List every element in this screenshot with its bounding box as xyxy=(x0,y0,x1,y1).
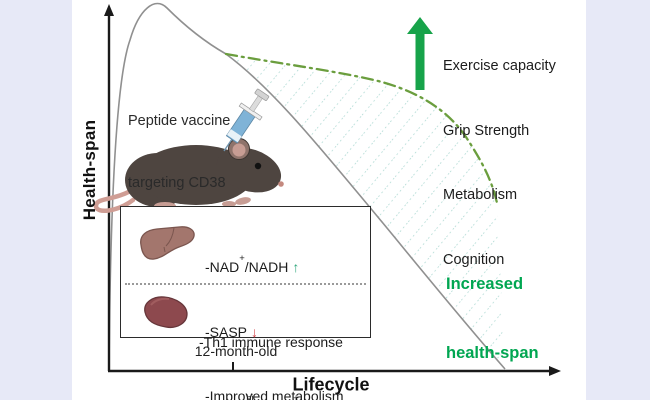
benefits-list: Exercise capacity Grip Strength Metaboli… xyxy=(443,13,556,314)
mouse-tail xyxy=(93,185,139,214)
spleen-icon xyxy=(144,296,188,329)
x-axis xyxy=(108,362,561,376)
mouse-head xyxy=(216,147,282,193)
vaccine-callout-line1: Peptide vaccine xyxy=(128,113,231,129)
metabolic-effects-text: -NAD+/NADH ↑ -SASP ↓ -Improved metabolism xyxy=(205,214,344,400)
info-box-divider xyxy=(125,283,366,285)
lifespan-curve xyxy=(108,2,506,372)
y-axis xyxy=(104,4,114,371)
benefit-up-arrow-icon xyxy=(407,17,433,90)
mouse-illustration xyxy=(93,138,284,214)
down-arrow-icon: ↓ xyxy=(331,399,342,400)
effect-line: -CD11bhi CD38+ cells↓ xyxy=(199,394,343,400)
up-arrow-icon: ↑ xyxy=(292,259,300,275)
mouse-inner-ear xyxy=(232,143,246,157)
x-axis-arrow-icon xyxy=(549,366,561,376)
increased-healthspan-label: Increased health-span xyxy=(446,227,539,400)
increased-healthspan-hatch-area xyxy=(226,54,505,369)
effect-line: -Improved metabolism xyxy=(205,388,344,400)
effects-info-box: -NAD+/NADH ↑ -SASP ↓ -Improved metabolism … xyxy=(120,206,371,400)
increased-healthspan-line1: Increased xyxy=(446,275,524,293)
mouse-nose xyxy=(278,181,284,187)
syringe-icon xyxy=(223,88,270,152)
benefit-item: Grip Strength xyxy=(443,122,530,139)
benefit-item: Metabolism xyxy=(443,187,518,203)
healthspan-curve xyxy=(224,52,499,205)
mouse-eye xyxy=(254,162,262,170)
mouse-front-paw xyxy=(235,197,251,205)
x-axis-label: Lifecycle xyxy=(292,374,370,395)
mouse-front-paw-2 xyxy=(222,201,236,207)
effect-line: -Th1 immune response xyxy=(199,334,343,350)
increased-healthspan-line2: health-span xyxy=(446,344,539,362)
down-arrow-icon: ↓ xyxy=(251,323,259,340)
y-axis-arrow-icon xyxy=(104,4,114,16)
vaccine-callout: Peptide vaccine targeting CD38 xyxy=(128,70,230,234)
immune-effects-text: -Th1 immune response -CD11bhi CD38+ cell… xyxy=(199,289,343,400)
effect-line: -SASP ↓ xyxy=(205,323,259,340)
y-axis-label: Health-span xyxy=(80,119,99,221)
benefit-item: Exercise capacity xyxy=(443,58,556,74)
liver-icon xyxy=(140,226,195,260)
vaccine-callout-line2: targeting CD38 xyxy=(128,174,226,191)
effect-line: -NAD+/NADH ↑ xyxy=(205,253,300,275)
x-tick-label: 12-month-old xyxy=(194,343,278,359)
benefit-item: Cognition xyxy=(443,251,505,268)
